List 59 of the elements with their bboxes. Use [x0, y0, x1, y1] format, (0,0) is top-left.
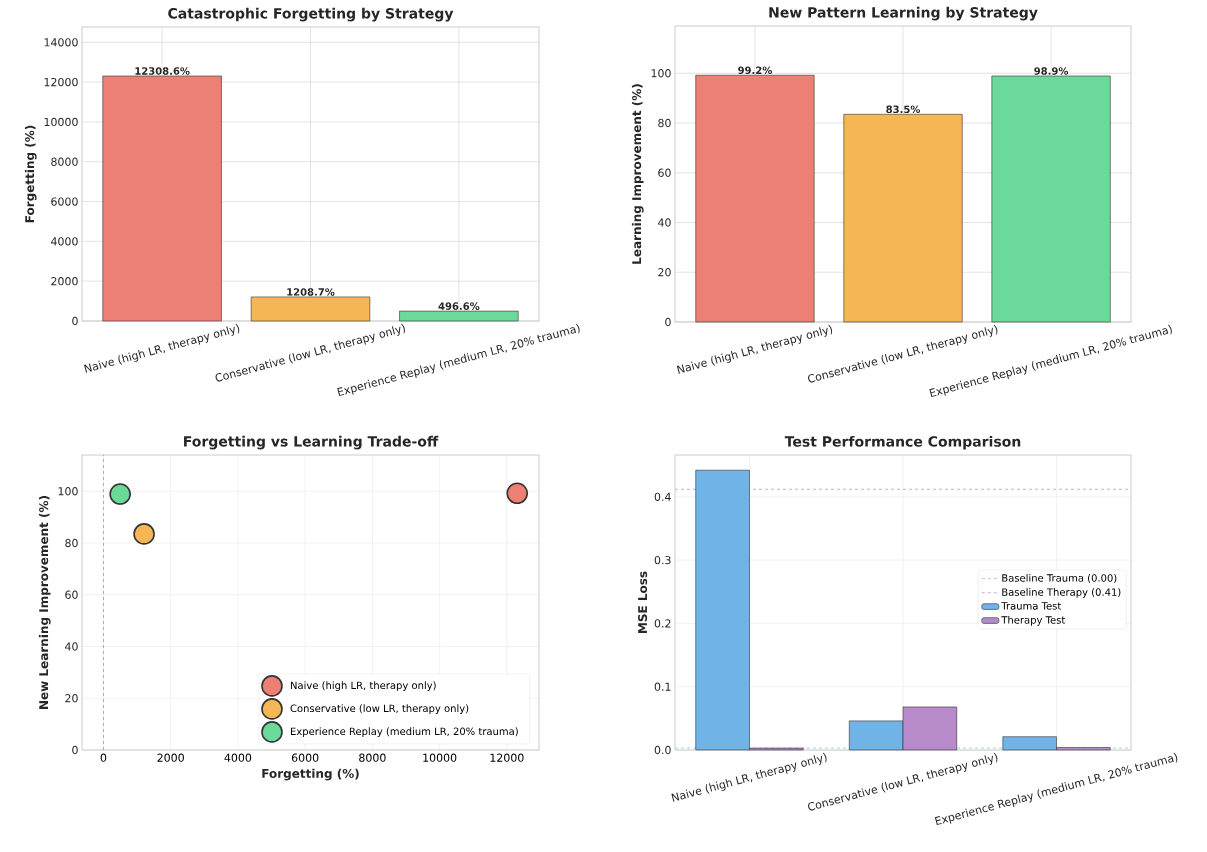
data-label: 496.6% — [438, 302, 480, 310]
data-label: 83.5% — [886, 105, 921, 114]
point — [133, 523, 155, 545]
bar — [102, 75, 222, 322]
y-tick-label: 0 — [72, 745, 78, 755]
point — [506, 482, 529, 505]
legend-label: Baseline Trauma (0.00) — [1002, 574, 1117, 583]
y-tick-label: 60 — [658, 168, 671, 177]
bar — [399, 310, 519, 322]
y-tick-label: 100 — [651, 69, 671, 78]
chart-title: Forgetting vs Learning Trade-off — [184, 435, 439, 450]
y-tick-label: 60 — [65, 590, 78, 599]
legend-label: Naive (high LR, therapy only) — [290, 681, 436, 692]
y-tick-label: 0.4 — [654, 492, 671, 501]
y-tick-label: 0.0 — [654, 745, 671, 755]
x-tick-label: 8000 — [359, 753, 386, 762]
y-axis-title: Forgetting (%) — [24, 125, 37, 223]
bar — [250, 296, 371, 322]
y-tick-label: 0.3 — [654, 555, 671, 565]
x-tick-label: 4000 — [224, 753, 252, 762]
chart-title: Test Performance Comparison — [784, 435, 1021, 450]
legend-label: Experience Replay (medium LR, 20% trauma) — [290, 727, 518, 738]
legend-label: Trauma Test — [1001, 602, 1062, 610]
y-tick-label: 2000 — [51, 277, 78, 286]
y-tick-label: 80 — [65, 538, 78, 548]
y-tick-label: 100 — [58, 487, 78, 496]
x-tick-label: 10000 — [423, 753, 457, 762]
y-tick-label: 12000 — [44, 77, 78, 87]
y-tick-label: 8000 — [51, 157, 78, 166]
legend-label: Therapy Test — [1001, 615, 1066, 626]
x-tick-label: 2000 — [157, 753, 184, 762]
y-tick-label: 10000 — [44, 117, 78, 127]
y-tick-label: 6000 — [51, 197, 78, 206]
y-tick-label: 20 — [658, 268, 671, 277]
x-tick-label: 12000 — [490, 753, 524, 762]
x-tick-label: 0 — [100, 753, 107, 762]
x-tick-label: 6000 — [291, 753, 319, 762]
y-axis-title: Learning Improvement (%) — [631, 84, 644, 264]
y-axis-title: MSE Loss — [638, 571, 648, 633]
chart-title: New Pattern Learning by Strategy — [769, 6, 1038, 21]
data-label: 12308.6% — [135, 67, 190, 75]
y-tick-label: 40 — [658, 218, 671, 227]
y-tick-label: 14000 — [44, 38, 78, 47]
y-tick-label: 0.1 — [654, 682, 671, 691]
data-label: 98.9% — [1034, 67, 1069, 75]
y-tick-label: 0.2 — [654, 619, 671, 628]
y-tick-label: 20 — [65, 694, 78, 703]
y-tick-label: 4000 — [51, 237, 78, 246]
point — [109, 483, 131, 505]
chart-title: Catastrophic Forgetting by Strategy — [168, 7, 454, 22]
y-tick-label: 0 — [72, 316, 78, 326]
y-axis-title: New Learning Improvement (%) — [38, 496, 51, 709]
data-label: 99.2% — [738, 66, 772, 75]
legend-label: Baseline Therapy (0.41) — [1002, 588, 1121, 598]
y-tick-label: 80 — [658, 118, 671, 128]
data-label: 1208.7% — [287, 288, 335, 296]
y-tick-label: 40 — [65, 642, 78, 651]
legend-label: Conservative (low LR, therapy only) — [290, 704, 469, 715]
x-axis-title: Forgetting (%) — [262, 768, 359, 781]
